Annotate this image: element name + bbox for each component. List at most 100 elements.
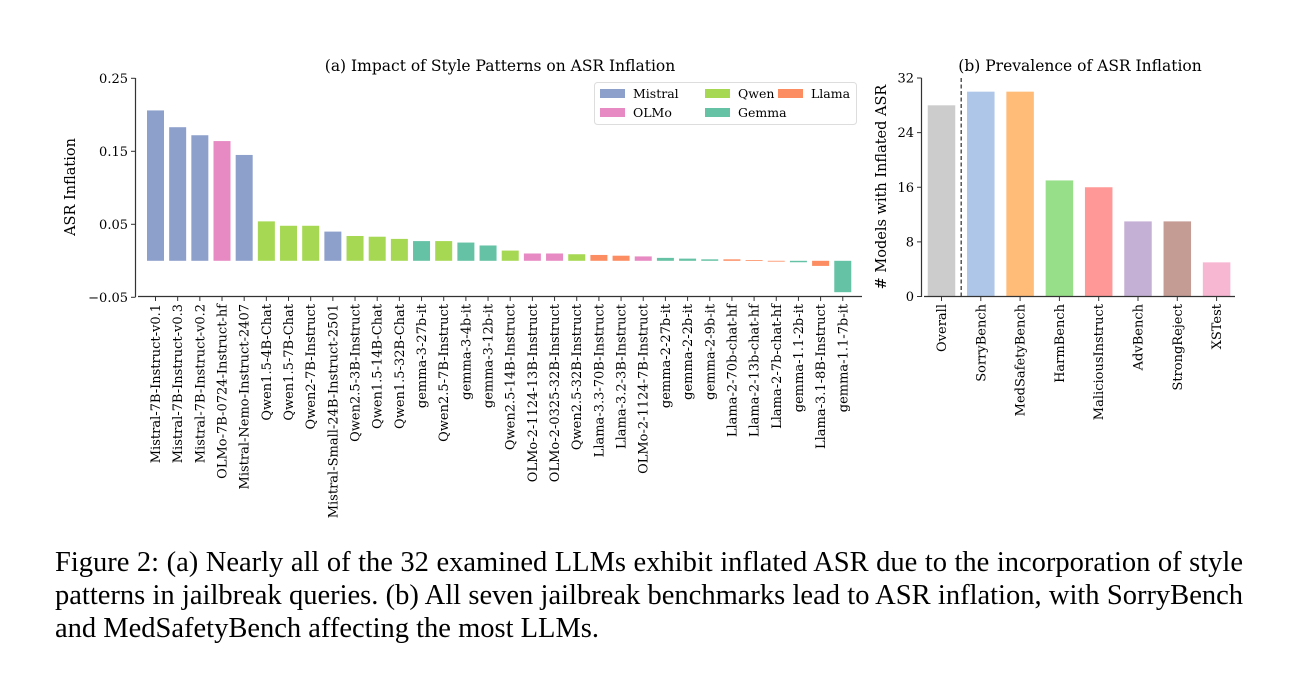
- bar-olmo-2-0325-32b-instruct: [546, 253, 564, 261]
- bar-qwen1-5-14b-chat: [368, 236, 386, 261]
- x-tick-label: Llama-3.3-70B-Instruct: [592, 303, 607, 457]
- x-tick-label: OLMo-2-1124-13B-Instruct: [526, 303, 541, 482]
- x-tick-label: Qwen2.5-7B-Instruct: [437, 303, 452, 442]
- chart-a-legend: Mistral Qwen Llama OLMo Gemma: [594, 82, 857, 125]
- bar-mistral-nemo-instruct-2407: [235, 154, 253, 261]
- bar-qwen2-5-3b-instruct: [346, 235, 364, 261]
- y-tick-label: 32: [897, 72, 914, 87]
- chart-a-ylabel: ASR Inflation: [63, 138, 79, 237]
- chart-b-yticks: 0 8 16 24 32: [897, 72, 922, 305]
- y-tick-label: 0: [906, 290, 914, 305]
- chart-b: (b) Prevalence of ASR Inflation # Models…: [874, 57, 1235, 420]
- x-tick-label: Qwen1.5-7B-Chat: [282, 303, 297, 420]
- x-tick-label: gemma-1.1-7b-it: [836, 303, 851, 412]
- bar-gemma-2-9b-it: [701, 259, 719, 261]
- chart-a-title: (a) Impact of Style Patterns on ASR Infl…: [325, 57, 675, 75]
- x-tick-label: gemma-2-27b-it: [659, 303, 674, 408]
- figure-caption: Figure 2: (a) Nearly all of the 32 exami…: [55, 547, 1243, 644]
- x-tick-label: gemma-3-27b-it: [415, 303, 430, 408]
- bar-harmbench: [1045, 180, 1074, 297]
- bar-qwen1-5-4b-chat: [257, 221, 275, 261]
- x-tick-label: Llama-3.1-8B-Instruct: [814, 303, 829, 449]
- bar-mistral-7b-instruct-v0-2: [191, 135, 209, 261]
- legend-label: Gemma: [738, 105, 787, 120]
- bar-mistral-7b-instruct-v0-3: [169, 127, 187, 261]
- x-tick-label: Llama-2-70b-chat-hf: [725, 303, 740, 437]
- x-tick-label: Overall: [935, 304, 950, 352]
- chart-b-bars: [927, 91, 1231, 297]
- legend-item-qwen: Qwen: [705, 86, 774, 101]
- legend-swatch: [705, 108, 730, 117]
- bar-xstest: [1202, 262, 1231, 297]
- chart-b-ylabel: # Models with Inflated ASR: [874, 84, 890, 290]
- x-tick-label: OLMo-2-1124-7B-Instruct: [637, 303, 652, 474]
- x-tick-label: OLMo-2-0325-32B-Instruct: [548, 303, 563, 482]
- bar-qwen1-5-7b-chat: [280, 225, 298, 261]
- bar-qwen2-5-7b-instruct: [435, 241, 453, 261]
- figure: (a) Impact of Style Patterns on ASR Infl…: [63, 57, 1235, 518]
- bar-olmo-2-1124-7b-instruct: [634, 256, 652, 261]
- bar-advbench: [1124, 221, 1152, 297]
- legend-swatch: [600, 89, 625, 98]
- bar-gemma-3-12b-it: [479, 245, 497, 261]
- x-tick-label: Qwen2.5-3B-Instruct: [349, 303, 364, 442]
- x-tick-label: Qwen2.5-14B-Instruct: [504, 303, 519, 450]
- legend-swatch: [600, 108, 625, 117]
- y-tick-label: 8: [906, 235, 914, 250]
- legend-swatch: [778, 89, 803, 98]
- chart-a-xticks: Mistral-7B-Instruct-v0.1 Mistral-7B-Instr…: [149, 296, 851, 518]
- legend-label: Mistral: [633, 86, 679, 101]
- x-tick-label: Mistral-7B-Instruct-v0.1: [149, 304, 164, 463]
- bar-medsafetybench: [1006, 91, 1034, 297]
- x-tick-label: SorryBench: [974, 303, 989, 381]
- bar-gemma-2-2b-it: [679, 258, 697, 261]
- chart-a: (a) Impact of Style Patterns on ASR Infl…: [63, 57, 862, 518]
- bar-llama-3-2-3b-instruct: [612, 255, 630, 261]
- y-tick-label: 0.05: [99, 218, 128, 233]
- y-tick-label: 0.15: [99, 145, 128, 160]
- y-tick-label: 0.25: [99, 72, 128, 87]
- x-tick-label: gemma-2-9b-it: [703, 303, 718, 400]
- bar-qwen1-5-32b-chat: [390, 238, 408, 261]
- legend-label: Qwen: [738, 86, 774, 101]
- y-tick-label: 16: [897, 181, 914, 196]
- chart-a-yticks: −0.05 0.05 0.15 0.25: [88, 72, 136, 306]
- y-tick-label: −0.05: [88, 291, 128, 306]
- y-tick-label: 24: [897, 126, 914, 141]
- x-tick-label: MedSafetyBench: [1014, 303, 1029, 416]
- bar-qwen2-7b-instruct: [302, 225, 320, 261]
- bar-gemma-3-4b-it: [457, 242, 475, 261]
- bar-qwen2-5-14b-instruct: [501, 250, 519, 261]
- legend-label: Llama: [811, 86, 851, 101]
- x-tick-label: Qwen2-7B-Instruct: [304, 303, 319, 429]
- x-tick-label: StrongReject: [1171, 303, 1186, 390]
- bar-gemma-1-1-2b-it: [789, 260, 807, 263]
- bar-gemma-2-27b-it: [656, 257, 674, 261]
- legend-item-olmo: OLMo: [600, 105, 672, 120]
- bar-maliciousinstruct: [1084, 187, 1113, 297]
- x-tick-label: Mistral-Nemo-Instruct-2407: [238, 304, 253, 489]
- chart-a-bars: [147, 110, 852, 293]
- bar-llama-2-7b-chat-hf: [767, 260, 785, 262]
- bar-mistral-small-24b-instruct-2501: [324, 231, 342, 261]
- bar-llama-3-1-8b-instruct: [812, 260, 830, 266]
- chart-b-title: (b) Prevalence of ASR Inflation: [958, 57, 1201, 75]
- x-tick-label: Qwen1.5-32B-Chat: [393, 303, 408, 429]
- bar-strongreject: [1163, 221, 1192, 297]
- legend-item-mistral: Mistral: [600, 86, 679, 101]
- x-tick-label: Mistral-7B-Instruct-v0.3: [171, 304, 186, 463]
- x-tick-label: Llama-3.2-3B-Instruct: [615, 303, 630, 449]
- x-tick-label: XSTest: [1210, 303, 1225, 349]
- x-tick-label: MaliciousInstruct: [1092, 303, 1107, 420]
- x-tick-label: gemma-3-4b-it: [459, 303, 474, 400]
- bar-overall: [927, 105, 956, 297]
- legend-label: OLMo: [633, 105, 672, 120]
- bar-mistral-7b-instruct-v0-1: [147, 110, 164, 261]
- chart-b-xticks: Overall SorryBench MedSafetyBench HarmBench…: [935, 296, 1225, 420]
- x-tick-label: gemma-2-2b-it: [681, 303, 696, 400]
- legend-item-llama: Llama: [778, 86, 851, 101]
- x-tick-label: Qwen1.5-14B-Chat: [371, 303, 386, 429]
- bar-qwen2-5-32b-instruct: [568, 254, 586, 261]
- x-tick-label: Llama-2-13b-chat-hf: [748, 303, 763, 437]
- x-tick-label: HarmBench: [1053, 303, 1068, 383]
